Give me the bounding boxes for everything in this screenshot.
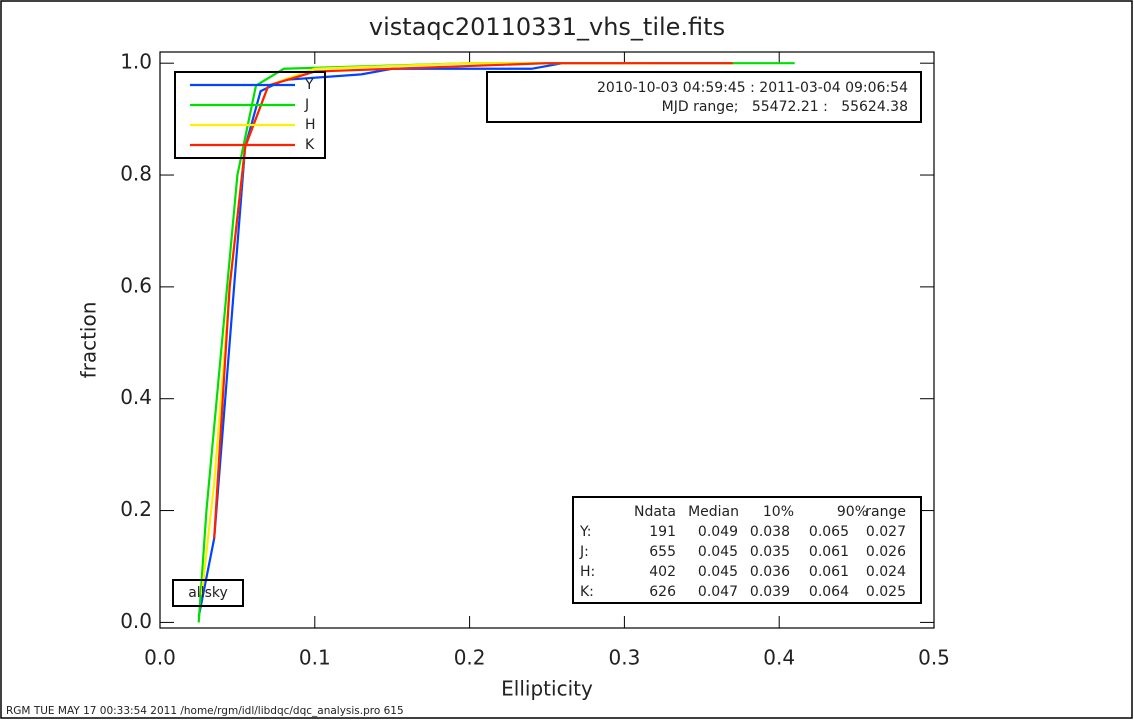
stats-cell: 0.036 [750, 564, 790, 580]
stats-cell: J: [579, 544, 589, 560]
y-tick-label: 0.6 [120, 273, 152, 297]
plot-frame [159, 51, 935, 629]
stats-header: Median [688, 504, 739, 520]
stats-cell: 402 [649, 564, 676, 580]
x-tick-label: 0.0 [144, 646, 176, 670]
stats-cell: 0.024 [866, 564, 906, 580]
stats-cell: 0.035 [750, 544, 790, 560]
stats-cell: Y: [579, 524, 591, 540]
stats-cell: 0.045 [698, 564, 738, 580]
x-axis-label: Ellipticity [501, 677, 593, 701]
y-tick-label: 0.4 [120, 385, 152, 409]
mjd-range: MJD range; 55472.21 : 55624.38 [662, 99, 908, 115]
y-tick-label: 0.2 [120, 497, 152, 521]
stats-cell: 0.025 [866, 584, 906, 600]
info-box [486, 71, 922, 123]
y-axis-label: fraction [77, 302, 101, 379]
chart-title: vistaqc20110331_vhs_tile.fits [369, 13, 725, 41]
stats-cell: 0.061 [809, 544, 849, 560]
stats-cell: 0.045 [698, 544, 738, 560]
x-tick-label: 0.1 [299, 646, 331, 670]
stats-cell: 0.061 [809, 564, 849, 580]
y-tick-label: 0.8 [120, 162, 152, 186]
stats-cell: 191 [649, 524, 676, 540]
stats-cell: 0.026 [866, 544, 906, 560]
stats-cell: 0.039 [750, 584, 790, 600]
stats-cell: 0.065 [809, 524, 849, 540]
stats-cell: 626 [649, 584, 676, 600]
legend-label: J [304, 97, 309, 113]
region-label: allsky [188, 585, 228, 601]
stats-cell: 0.064 [809, 584, 849, 600]
legend-label: H [305, 117, 316, 133]
x-tick-label: 0.4 [763, 646, 795, 670]
footer: RGM TUE MAY 17 00:33:54 2011 /home/rgm/i… [6, 705, 404, 717]
stats-header: Ndata [634, 504, 676, 520]
series-line [213, 62, 733, 539]
legend-label: Y [304, 77, 314, 93]
stats-cell: K: [580, 584, 594, 600]
stats-cell: 0.027 [866, 524, 906, 540]
stats-cell: 0.049 [698, 524, 738, 540]
stats-header: 10% [763, 504, 794, 520]
stats-cell: H: [580, 564, 595, 580]
legend-box [174, 71, 326, 159]
date-range: 2010-10-03 04:59:45 : 2011-03-04 09:06:5… [597, 80, 908, 96]
y-tick-label: 1.0 [120, 50, 152, 74]
stats-cell: 0.038 [750, 524, 790, 540]
legend-label: K [305, 137, 315, 153]
stats-box [572, 496, 922, 604]
stats-header: range [865, 504, 906, 520]
series-line [197, 62, 625, 618]
x-tick-label: 0.3 [608, 646, 640, 670]
stats-cell: 655 [649, 544, 676, 560]
stats-cell: 0.047 [698, 584, 738, 600]
region-box [172, 579, 244, 607]
stats-header: 90% [837, 504, 868, 520]
x-tick-label: 0.5 [918, 646, 950, 670]
x-tick-label: 0.2 [454, 646, 486, 670]
y-tick-label: 0.0 [120, 609, 152, 633]
